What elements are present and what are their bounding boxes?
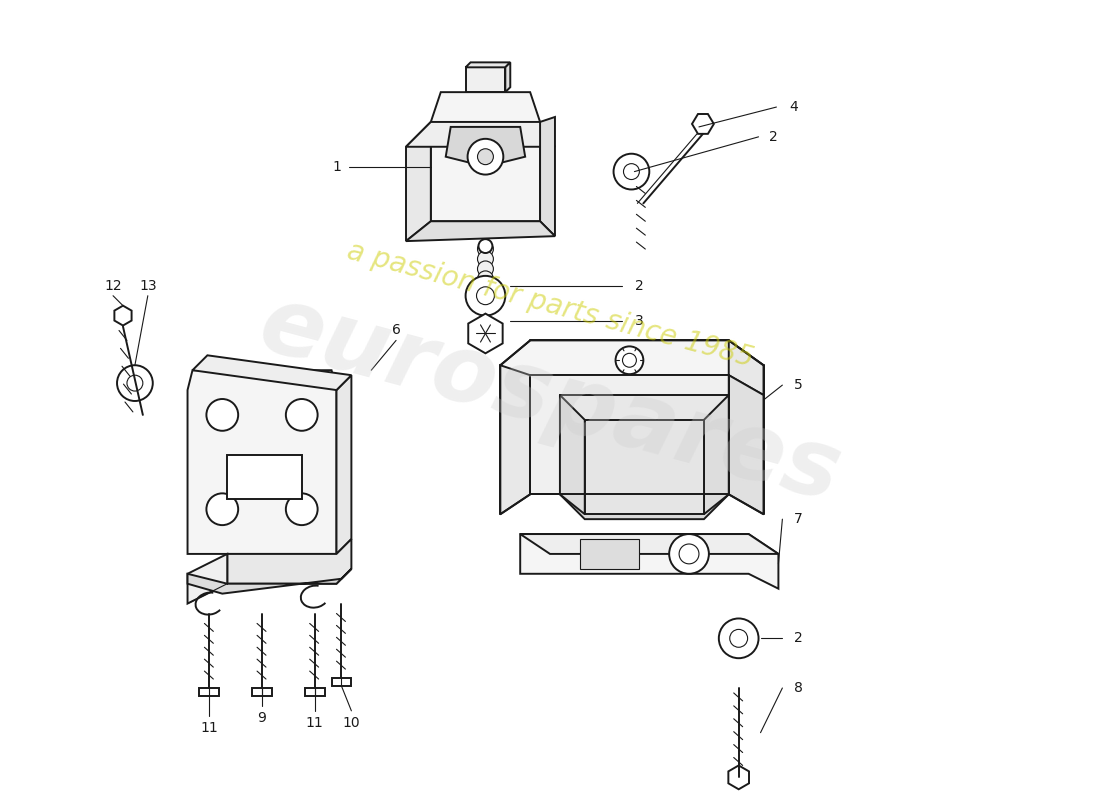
Bar xyxy=(252,688,272,696)
Polygon shape xyxy=(187,569,351,594)
Polygon shape xyxy=(431,92,540,222)
Polygon shape xyxy=(520,534,779,589)
Text: 6: 6 xyxy=(392,323,400,338)
Circle shape xyxy=(624,164,639,179)
Polygon shape xyxy=(505,62,510,92)
Polygon shape xyxy=(446,127,525,166)
Circle shape xyxy=(623,354,637,367)
Bar xyxy=(331,678,351,686)
Text: eurospares: eurospares xyxy=(250,278,850,522)
Polygon shape xyxy=(728,766,749,790)
Polygon shape xyxy=(500,366,530,514)
Circle shape xyxy=(729,630,748,647)
Polygon shape xyxy=(500,341,763,395)
Text: 9: 9 xyxy=(257,710,266,725)
Text: 11: 11 xyxy=(306,716,323,730)
Polygon shape xyxy=(580,539,639,569)
Text: a passion for parts since 1985: a passion for parts since 1985 xyxy=(343,237,757,373)
Polygon shape xyxy=(560,395,585,514)
Text: 11: 11 xyxy=(200,721,218,734)
Circle shape xyxy=(477,251,494,267)
Circle shape xyxy=(614,154,649,190)
Circle shape xyxy=(286,494,318,525)
Circle shape xyxy=(616,346,644,374)
Circle shape xyxy=(477,149,494,165)
Text: 7: 7 xyxy=(794,512,803,526)
Polygon shape xyxy=(540,117,556,236)
Text: 8: 8 xyxy=(794,681,803,695)
Polygon shape xyxy=(187,554,228,603)
Circle shape xyxy=(477,241,494,257)
Circle shape xyxy=(477,261,494,277)
Circle shape xyxy=(468,139,504,174)
Polygon shape xyxy=(520,534,779,554)
Text: 2: 2 xyxy=(794,631,803,646)
Text: 12: 12 xyxy=(104,278,122,293)
Polygon shape xyxy=(337,375,351,554)
Polygon shape xyxy=(187,370,337,554)
Text: 1: 1 xyxy=(332,160,341,174)
Polygon shape xyxy=(469,314,503,354)
Text: 2: 2 xyxy=(769,130,778,144)
Bar xyxy=(199,688,219,696)
Polygon shape xyxy=(406,122,431,241)
Circle shape xyxy=(476,286,494,305)
Text: 4: 4 xyxy=(789,100,797,114)
Text: 3: 3 xyxy=(635,314,643,327)
Polygon shape xyxy=(692,114,714,134)
Polygon shape xyxy=(728,375,763,514)
Text: 2: 2 xyxy=(635,278,643,293)
Polygon shape xyxy=(704,395,728,514)
Polygon shape xyxy=(560,395,728,494)
Circle shape xyxy=(117,366,153,401)
Polygon shape xyxy=(465,62,510,67)
Polygon shape xyxy=(192,355,351,390)
Circle shape xyxy=(669,534,708,574)
Text: 13: 13 xyxy=(139,278,156,293)
Text: 5: 5 xyxy=(794,378,803,392)
Circle shape xyxy=(679,544,699,564)
Circle shape xyxy=(477,271,494,286)
Polygon shape xyxy=(228,539,351,584)
Circle shape xyxy=(207,494,239,525)
Circle shape xyxy=(286,399,318,430)
Polygon shape xyxy=(530,375,728,494)
Circle shape xyxy=(465,276,505,315)
Polygon shape xyxy=(406,222,556,241)
Text: 10: 10 xyxy=(342,716,360,730)
Polygon shape xyxy=(465,67,505,92)
Circle shape xyxy=(126,375,143,391)
Polygon shape xyxy=(560,494,728,519)
Circle shape xyxy=(718,618,759,658)
Polygon shape xyxy=(728,341,763,395)
Polygon shape xyxy=(406,122,556,146)
Bar xyxy=(228,454,301,499)
Bar xyxy=(305,688,324,696)
Circle shape xyxy=(207,399,239,430)
Polygon shape xyxy=(585,420,704,514)
Circle shape xyxy=(478,239,493,253)
Polygon shape xyxy=(114,306,132,326)
